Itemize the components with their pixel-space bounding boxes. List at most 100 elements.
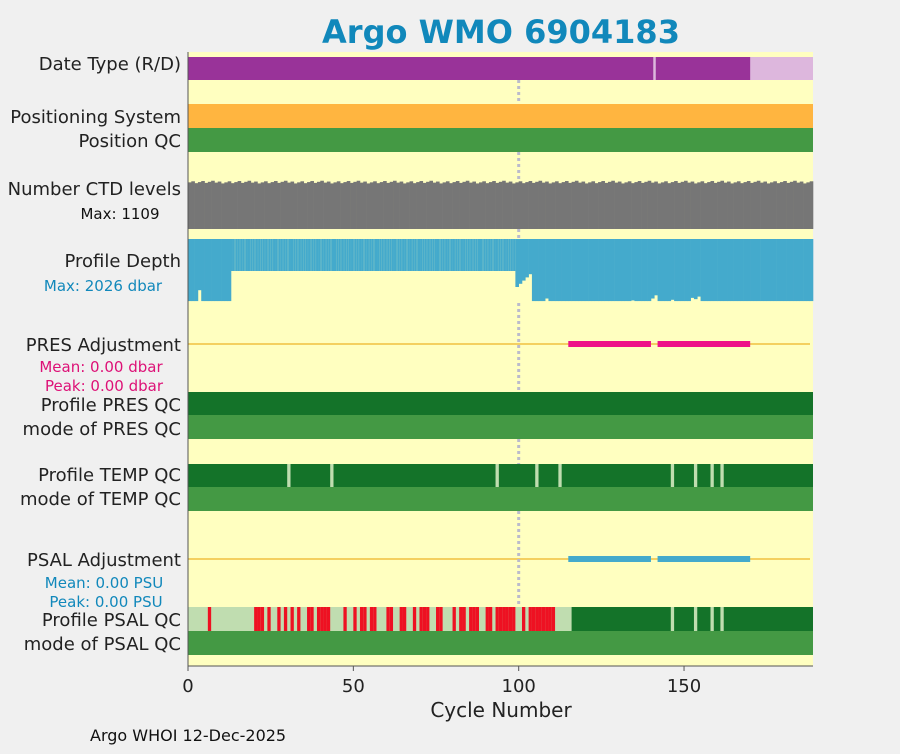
profile-depth-bar — [766, 239, 771, 302]
mode-pres-qc-bar — [188, 415, 813, 439]
ctd-level-bar — [667, 183, 672, 229]
profile-depth-bar — [290, 239, 293, 271]
profile-depth-bar — [383, 239, 385, 271]
profile-depth-bar — [249, 239, 251, 271]
ctd-level-bar — [188, 182, 192, 229]
ctd-level-bar — [396, 182, 400, 229]
profile-depth-bar — [470, 239, 473, 271]
profile-depth-bar — [467, 239, 470, 271]
profile-depth-bar — [214, 239, 219, 302]
profile-depth-bar — [283, 239, 286, 271]
profile-depth-bar — [601, 239, 605, 302]
ctd-level-bar — [419, 181, 424, 229]
ctd-level-bar — [326, 181, 331, 229]
profile-depth-bar — [518, 239, 523, 284]
ctd-level-bar — [746, 181, 751, 229]
profile-depth-bar — [340, 239, 342, 271]
ctd-level-bar — [654, 181, 658, 229]
ctd-level-bar — [336, 181, 341, 229]
ctd-level-bar — [445, 181, 450, 229]
profile-depth-bar — [607, 239, 612, 302]
footer-credit: Argo WHOI 12-Dec-2025 — [90, 726, 286, 745]
profile-depth-bar — [591, 239, 596, 302]
ctd-level-bar — [644, 181, 648, 229]
profile-depth-bar — [490, 239, 493, 271]
profile-depth-bar — [303, 239, 306, 271]
profile-depth-bar — [634, 239, 639, 302]
ctd-level-bar — [270, 182, 275, 229]
profile-depth-bar — [234, 239, 236, 271]
profile-depth-bar — [391, 239, 394, 271]
ctd-level-bar — [343, 182, 348, 229]
ctd-level-bar — [763, 181, 768, 229]
profile-depth-bar — [257, 239, 259, 271]
ctd-level-bar — [512, 183, 516, 229]
psal-qc-bad-flag — [512, 607, 516, 631]
profile-depth-bar — [344, 239, 347, 271]
ctd-level-bar — [330, 183, 334, 229]
psal-qc-bad-flag — [297, 607, 301, 631]
profile-depth-bar — [513, 239, 516, 271]
ctd-level-bar — [756, 180, 761, 229]
ctd-level-bar — [521, 183, 526, 229]
profile-depth-bar — [503, 239, 506, 271]
profile-depth-bar — [644, 239, 648, 302]
label-position-qc: Position QC — [78, 131, 181, 152]
profile-depth-bar — [268, 239, 271, 271]
ctd-level-bar — [528, 181, 533, 229]
ctd-level-bar — [436, 181, 440, 229]
psal-qc-bad-flag — [541, 607, 546, 631]
profile-depth-bar — [305, 239, 308, 271]
psal-qc-bad-flag — [538, 607, 542, 631]
psal-qc-bad-flag — [267, 607, 271, 631]
profile-depth-bar — [416, 239, 418, 271]
profile-depth-bar — [293, 239, 296, 271]
psal-qc-bad-flag — [508, 607, 513, 631]
ctd-level-bar — [439, 183, 443, 229]
profile-depth-bar — [641, 239, 645, 302]
ctd-level-bar — [416, 182, 420, 229]
profile-depth-bar — [462, 239, 464, 271]
profile-pres-qc-bar — [188, 392, 813, 415]
ctd-level-bar — [383, 181, 387, 229]
profile-depth-bar — [334, 239, 337, 271]
ctd-level-bar — [485, 183, 490, 229]
profile-depth-bar — [571, 239, 576, 302]
profile-depth-bar — [545, 239, 549, 299]
ctd-level-bar — [247, 180, 252, 229]
profile-depth-bar — [624, 239, 629, 302]
ctd-level-bar — [614, 182, 619, 229]
profile-depth-bar — [244, 239, 246, 271]
ctd-level-bar — [538, 180, 543, 229]
profile-depth-bar — [264, 239, 266, 271]
profile-depth-bar — [803, 239, 807, 302]
psal-qc-bad-flag — [502, 607, 506, 631]
ctd-level-bar — [720, 180, 725, 229]
ctd-level-bar — [796, 182, 801, 229]
ctd-level-bar — [531, 182, 536, 229]
profile-depth-bar — [717, 239, 721, 302]
profile-depth-bar — [336, 239, 339, 271]
profile-depth-bar — [237, 239, 240, 271]
profile-depth-bar — [480, 239, 483, 271]
profile-depth-bar — [432, 239, 435, 271]
ctd-level-bar — [604, 182, 609, 229]
profile-depth-bar — [288, 239, 291, 271]
profile-depth-bar — [786, 239, 791, 302]
profile-depth-bar — [427, 239, 430, 271]
ctd-level-bar — [323, 182, 328, 229]
profile-depth-bar — [434, 239, 437, 271]
ctd-level-bar — [555, 181, 559, 229]
ctd-level-bar — [627, 181, 632, 229]
psal-qc-bad-flag — [436, 607, 440, 631]
psal-qc-bad-flag — [389, 607, 394, 631]
profile-depth-bar — [368, 239, 370, 271]
ctd-level-bar — [750, 182, 754, 229]
ctd-level-bar — [660, 182, 665, 229]
ctd-level-bar — [535, 181, 539, 229]
profile-depth-bar — [753, 239, 758, 302]
psal-qc-flag — [693, 607, 698, 631]
ctd-level-bar — [568, 182, 572, 229]
ctd-level-bar — [717, 181, 721, 229]
profile-depth-bar — [487, 239, 489, 271]
